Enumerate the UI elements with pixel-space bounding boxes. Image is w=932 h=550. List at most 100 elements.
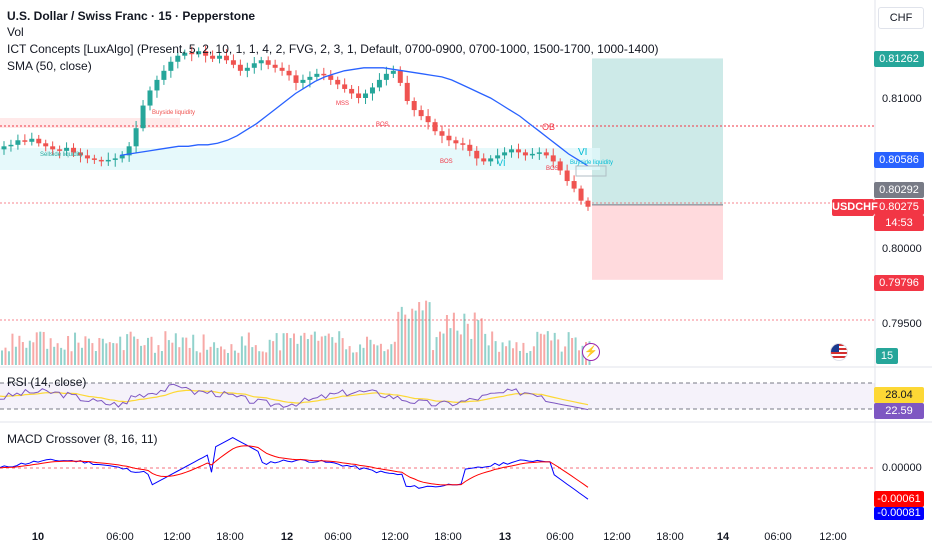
signal-line [0, 445, 589, 488]
volume-bar [164, 331, 167, 365]
candle-body [230, 60, 236, 65]
candle-body [314, 73, 320, 77]
candle-body [237, 64, 243, 71]
time-tick-label: 18:00 [656, 531, 684, 543]
volume-bar [84, 336, 87, 365]
candle-body [43, 143, 49, 147]
candle-body [390, 70, 396, 74]
candle-body [564, 170, 570, 182]
volume-bar [317, 340, 320, 365]
fvg-box [575, 165, 607, 177]
volume-bar [195, 351, 198, 365]
candle-body [119, 155, 125, 159]
volume-bar [39, 331, 42, 365]
macd-badge: -0.00081 [874, 507, 924, 520]
time-axis[interactable]: 10 06:00 12:00 18:00 12 06:00 12:00 18:00 13 06:0… [32, 531, 847, 543]
signal-badge: -0.00061 [874, 491, 924, 507]
volume-bar [508, 340, 511, 365]
candle-body [175, 55, 181, 62]
candle-body [536, 152, 542, 154]
volume-bar [379, 343, 382, 365]
volume-bar [147, 337, 149, 365]
legend-rsi[interactable]: RSI (14, close) [7, 375, 87, 389]
candle-body [91, 158, 97, 160]
volume-bar [265, 352, 268, 365]
legend-sma[interactable]: SMA (50, close) [7, 59, 92, 73]
annotation-bos-2: BOS [440, 159, 453, 165]
candle-body [105, 159, 111, 162]
candle-body [57, 149, 63, 151]
us-flag-icon[interactable] [830, 343, 848, 361]
annotation-sellside: Sellside liquidity [40, 152, 83, 158]
lightning-icon[interactable]: ⚡ [582, 343, 600, 361]
volume-bar [473, 312, 476, 365]
volume-bar [275, 333, 278, 365]
volume-bar [67, 335, 70, 365]
sma-line [119, 67, 589, 167]
volume-bar [546, 331, 549, 365]
take-profit-zone[interactable] [592, 58, 723, 205]
candle-body [460, 143, 466, 145]
volume-bar [372, 344, 375, 365]
candle-body [363, 93, 369, 98]
volume-bar [261, 351, 264, 365]
volume-bar [393, 341, 396, 365]
candle-body [515, 149, 521, 153]
candle-body [265, 60, 271, 65]
volume-bar [233, 350, 236, 365]
time-tick-label: 06:00 [546, 531, 574, 543]
candle-body [300, 79, 306, 83]
candle-body [502, 152, 508, 156]
volume-bar [484, 333, 487, 365]
currency-button[interactable]: CHF [878, 7, 924, 29]
candle-body [182, 52, 188, 56]
annotation-vi-1: VI [497, 158, 506, 168]
candle-body [571, 181, 577, 189]
candle-body [244, 67, 250, 71]
candle-body [495, 155, 501, 159]
rsi-line [0, 383, 589, 411]
volume-bar [56, 343, 59, 365]
candle-body [550, 155, 556, 162]
annotation-mss: MSS [336, 101, 349, 107]
candle-body [321, 73, 327, 76]
annotation-bos-1: BOS [376, 122, 389, 128]
volume-bar [209, 346, 212, 365]
volume-bar [452, 312, 455, 365]
time-tick-label: 18:00 [216, 531, 244, 543]
volume-bar [341, 338, 344, 365]
candle-body [161, 70, 167, 80]
volume-bar [157, 345, 160, 365]
volume-bar [432, 350, 435, 365]
volume-bar [543, 334, 546, 365]
candle-body [383, 73, 389, 80]
volume-bar [352, 352, 355, 365]
volume-bar [32, 342, 35, 365]
volume-bar [303, 332, 306, 365]
stop-loss-zone[interactable] [592, 204, 723, 280]
volume-bar [445, 314, 448, 365]
volume-bar [178, 347, 181, 365]
macd-tick: 0.00000 [882, 462, 922, 474]
volume-bar [536, 331, 539, 365]
annotation-buyside: Buyside liquidity [152, 110, 195, 116]
volume-bar [272, 341, 275, 365]
volume-bar [247, 332, 250, 365]
legend-ict[interactable]: ICT Concepts [LuxAlgo] (Present, 5, 2, 1… [7, 42, 659, 56]
candle-body [349, 88, 355, 94]
volume-bar [459, 334, 462, 365]
legend-vol[interactable]: Vol [7, 25, 24, 39]
volume-bar [42, 331, 45, 365]
volume-bar [268, 339, 271, 365]
candle-body [147, 90, 153, 106]
volume-bar [213, 342, 216, 365]
volume-bar [14, 346, 17, 365]
chart-title: U.S. Dollar / Swiss Franc · 15 · Peppers… [7, 9, 256, 23]
candle-body [203, 51, 209, 56]
volume-bar [439, 331, 441, 365]
volume-bar [28, 340, 31, 365]
legend-macd[interactable]: MACD Crossover (8, 16, 11) [7, 432, 158, 446]
candle-body [453, 140, 459, 144]
volume-bar [310, 334, 313, 365]
